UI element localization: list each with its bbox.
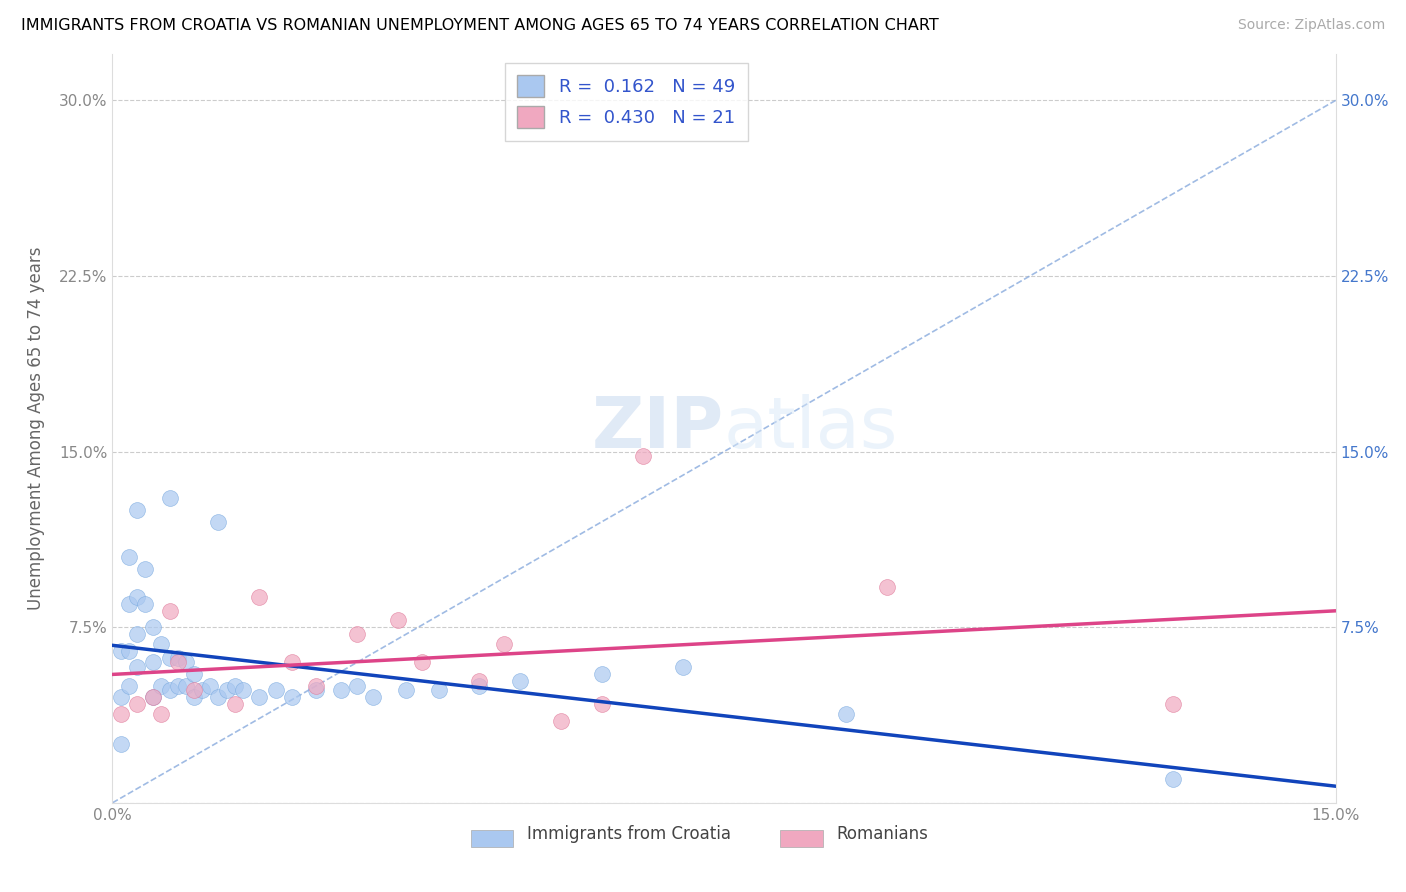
Point <box>207 690 229 705</box>
Point <box>264 683 287 698</box>
Point <box>134 562 156 576</box>
Point <box>125 590 148 604</box>
Point <box>159 491 181 506</box>
Text: ZIP: ZIP <box>592 393 724 463</box>
Point <box>118 643 141 657</box>
Point <box>183 690 205 705</box>
Point <box>118 549 141 564</box>
Point <box>247 590 270 604</box>
Point <box>232 683 254 698</box>
Point <box>305 683 328 698</box>
Point <box>159 683 181 698</box>
Point <box>174 655 197 669</box>
Point <box>468 674 491 689</box>
Legend: R =  0.162   N = 49, R =  0.430   N = 21: R = 0.162 N = 49, R = 0.430 N = 21 <box>505 62 748 141</box>
Y-axis label: Unemployment Among Ages 65 to 74 years: Unemployment Among Ages 65 to 74 years <box>27 246 45 610</box>
Point <box>631 450 654 464</box>
Point <box>183 667 205 681</box>
Point <box>387 613 409 627</box>
Point <box>363 690 385 705</box>
Point <box>150 706 173 721</box>
Point <box>876 581 898 595</box>
Point <box>125 503 148 517</box>
Point <box>125 698 148 712</box>
Point <box>110 737 132 751</box>
Point <box>118 597 141 611</box>
Point <box>305 679 328 693</box>
Point <box>224 698 246 712</box>
Point <box>150 679 173 693</box>
Point <box>166 655 188 669</box>
Point <box>125 627 148 641</box>
Point <box>492 637 515 651</box>
Point <box>672 660 695 674</box>
Point <box>207 515 229 529</box>
Point <box>1161 772 1184 787</box>
Point <box>142 690 165 705</box>
Point <box>591 698 613 712</box>
Point <box>247 690 270 705</box>
Point <box>159 604 181 618</box>
Text: Immigrants from Croatia: Immigrants from Croatia <box>527 825 731 843</box>
Point <box>427 683 450 698</box>
Point <box>509 674 531 689</box>
Point <box>125 660 148 674</box>
Point <box>142 690 165 705</box>
Point <box>411 655 433 669</box>
Point <box>346 679 368 693</box>
Text: Source: ZipAtlas.com: Source: ZipAtlas.com <box>1237 18 1385 32</box>
Point <box>183 683 205 698</box>
Point <box>142 655 165 669</box>
Text: atlas: atlas <box>724 393 898 463</box>
Point <box>110 690 132 705</box>
Point <box>174 679 197 693</box>
Point <box>1161 698 1184 712</box>
Point <box>110 643 132 657</box>
Point <box>395 683 418 698</box>
Point <box>166 679 188 693</box>
Point <box>550 714 572 728</box>
Point <box>329 683 352 698</box>
Point <box>281 690 304 705</box>
Point <box>159 650 181 665</box>
Point <box>468 679 491 693</box>
Point <box>346 627 368 641</box>
Point <box>166 650 188 665</box>
Point <box>591 667 613 681</box>
Point <box>200 679 222 693</box>
Point <box>110 706 132 721</box>
Point <box>150 637 173 651</box>
Point <box>142 620 165 634</box>
Text: Romanians: Romanians <box>837 825 928 843</box>
Point <box>215 683 238 698</box>
Point <box>134 597 156 611</box>
Point <box>224 679 246 693</box>
Point <box>191 683 214 698</box>
Text: IMMIGRANTS FROM CROATIA VS ROMANIAN UNEMPLOYMENT AMONG AGES 65 TO 74 YEARS CORRE: IMMIGRANTS FROM CROATIA VS ROMANIAN UNEM… <box>21 18 939 33</box>
Point <box>835 706 858 721</box>
Point <box>118 679 141 693</box>
Point <box>281 655 304 669</box>
